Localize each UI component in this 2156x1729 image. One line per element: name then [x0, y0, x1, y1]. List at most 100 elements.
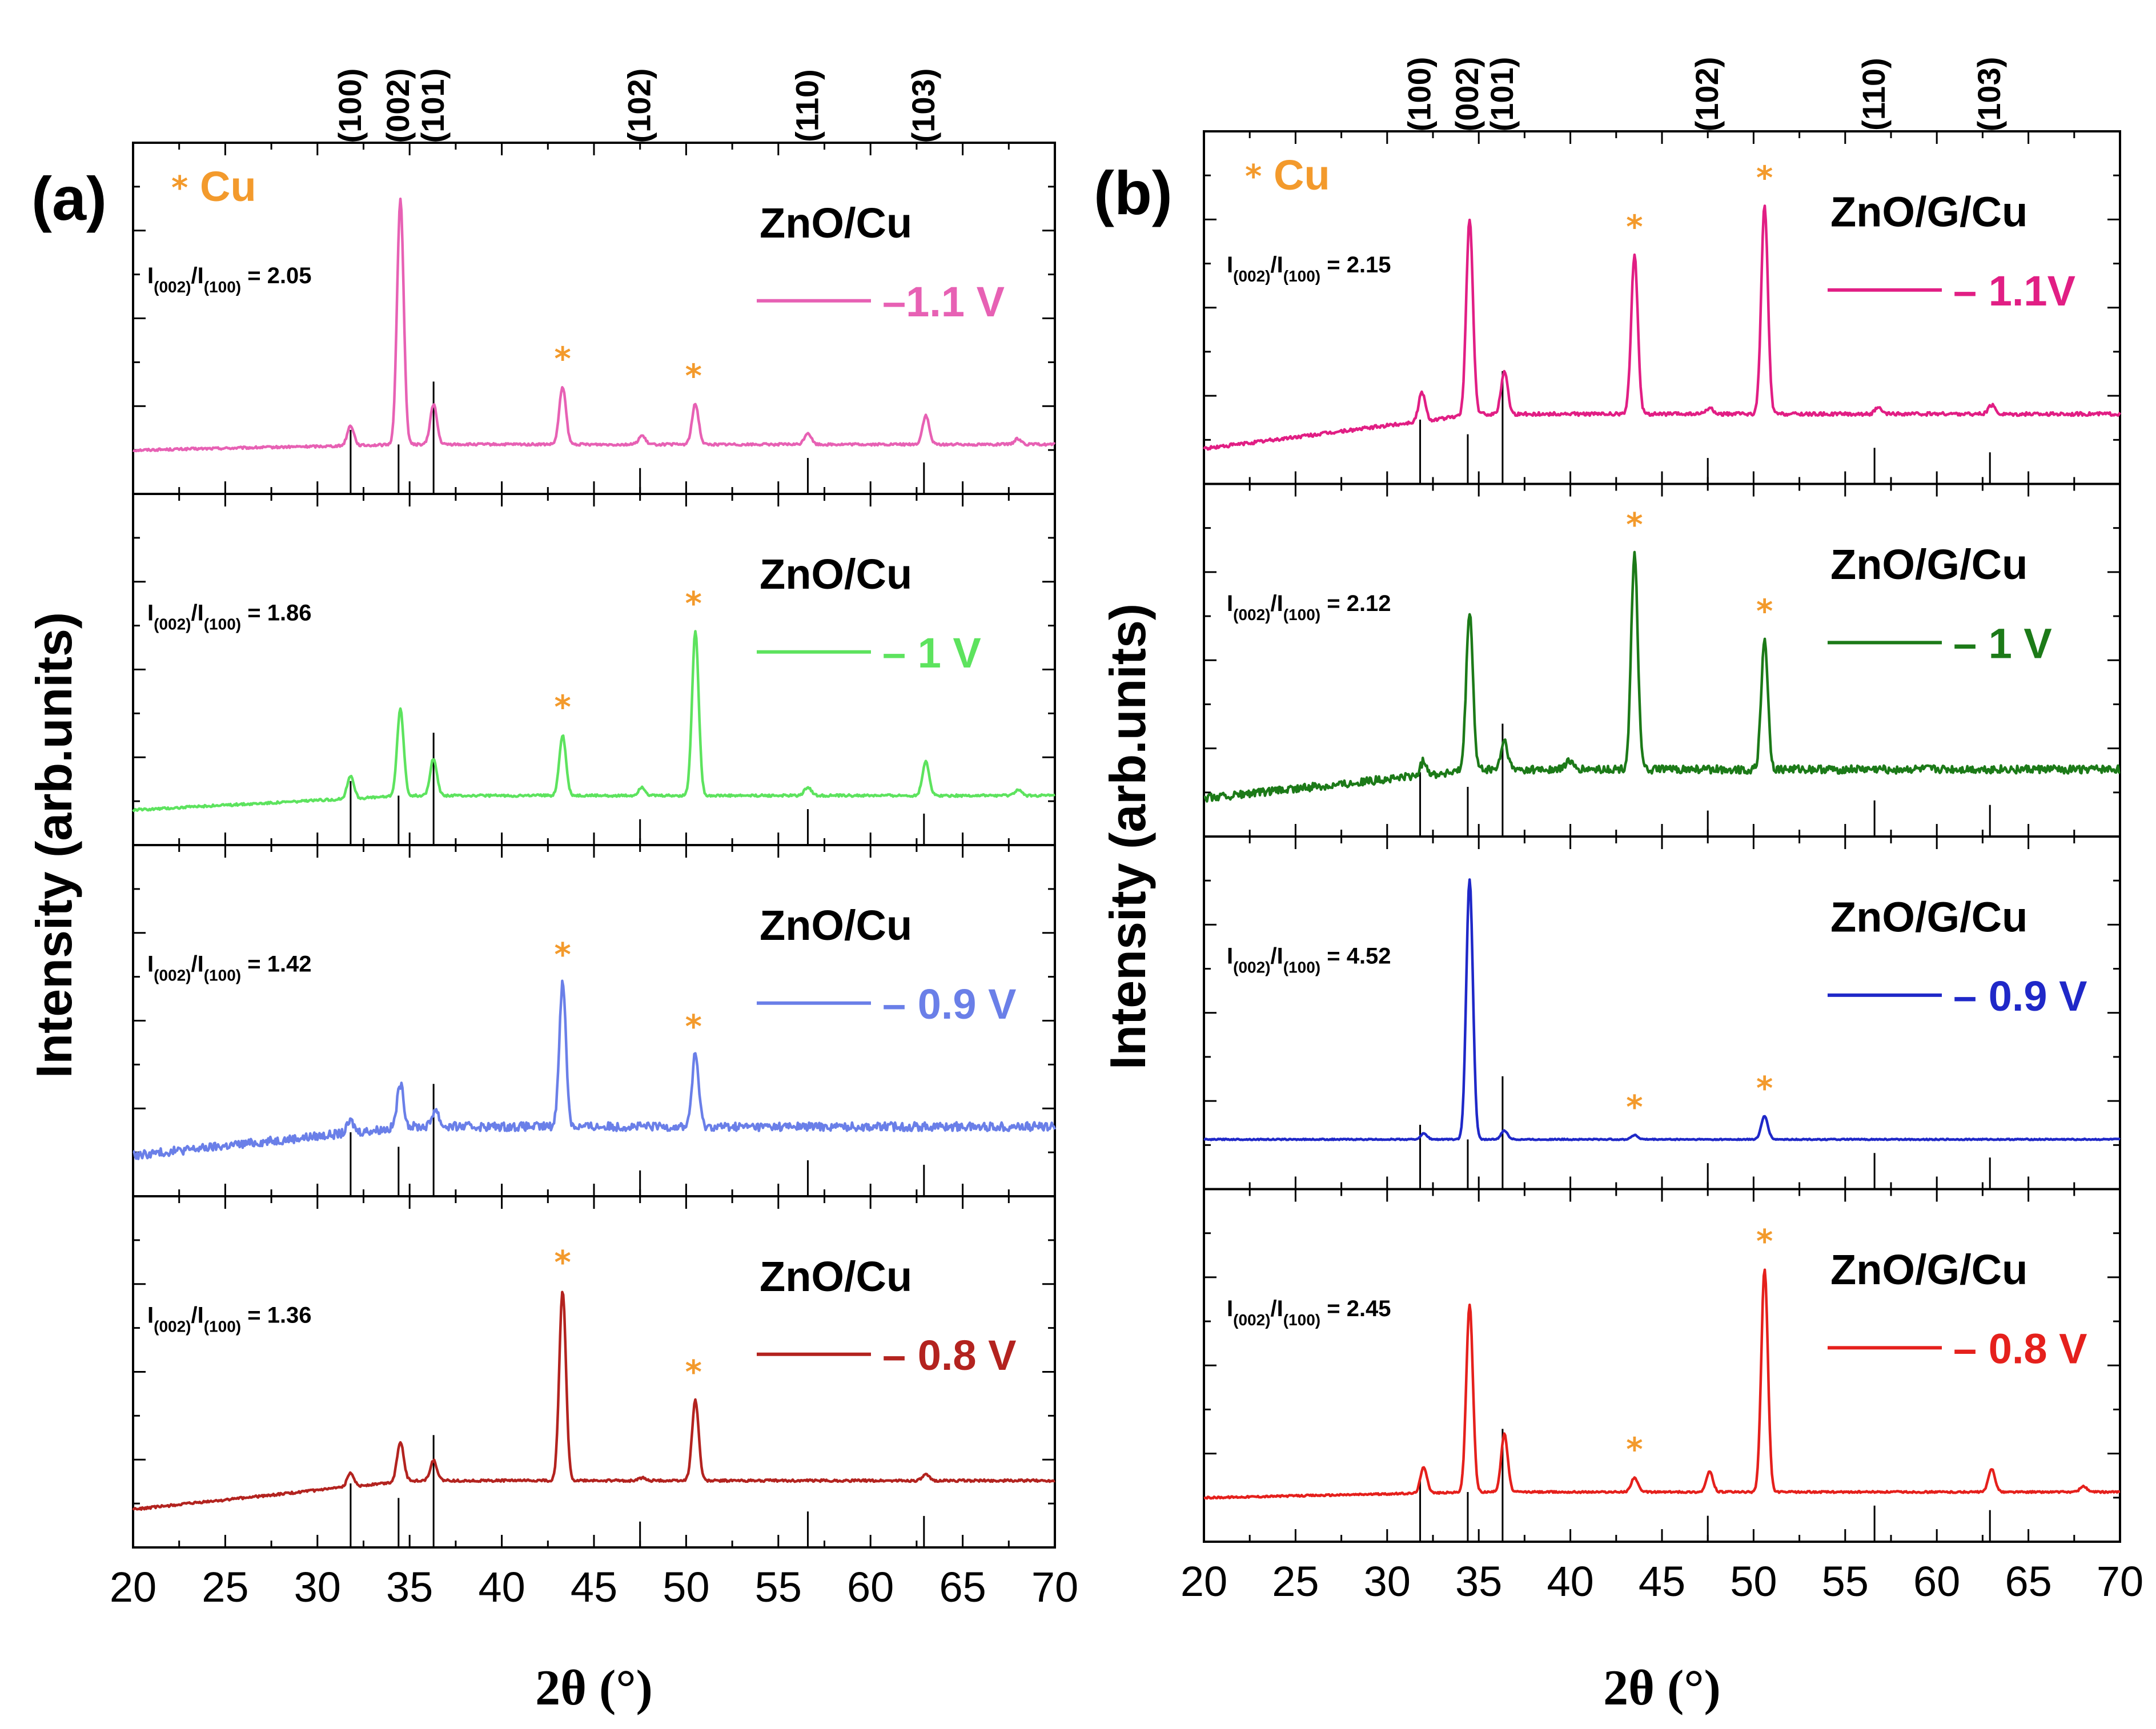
ratio-text: I — [1227, 252, 1233, 278]
ratio-text: = 4.52 — [1320, 943, 1391, 968]
sample-label: ZnO/G/Cu — [1830, 1246, 2027, 1293]
hkl-label-0: (100) — [332, 69, 368, 143]
ratio-text: = 2.12 — [1320, 591, 1391, 616]
ratio-subscript: (100) — [204, 615, 241, 633]
cu-star-marker: * — [1756, 159, 1773, 196]
ratio-subscript: (002) — [154, 966, 191, 984]
ratio-subscript: (100) — [204, 278, 241, 296]
voltage-label: – 1.1V — [1953, 267, 2075, 315]
ratio-text: /I — [1271, 943, 1283, 968]
cu-legend-star: * — [171, 170, 188, 207]
hkl-label-2: (101) — [415, 69, 451, 143]
x-tick-label: 20 — [110, 1563, 156, 1611]
hkl-label-5: (103) — [1971, 57, 2007, 132]
hkl-label-3: (102) — [621, 69, 657, 143]
cu-star-marker: * — [1756, 593, 1773, 630]
cu-star-marker: * — [1626, 1432, 1643, 1469]
x-tick-label: 50 — [1730, 1558, 1777, 1605]
ratio-subscript: (002) — [1233, 267, 1270, 285]
ratio-annotation: I(002)/I(100) = 2.12 — [1227, 591, 1391, 624]
x-axis-label: 2θ (°) — [535, 1660, 653, 1716]
x-tick-label: 35 — [1455, 1558, 1502, 1605]
x-tick-label: 25 — [1272, 1558, 1319, 1605]
ratio-text: = 2.45 — [1320, 1296, 1391, 1321]
ratio-annotation: I(002)/I(100) = 4.52 — [1227, 943, 1391, 976]
x-tick-label: 40 — [478, 1563, 525, 1611]
subplot-1: * * I(002)/I(100) = 2.12 ZnO/G/Cu – 1 V — [1203, 482, 2121, 838]
ratio-subscript: (100) — [204, 1317, 241, 1335]
ratio-text: /I — [191, 1302, 204, 1328]
ratio-text: = 1.42 — [241, 951, 311, 976]
spectrum-line — [1203, 550, 2121, 803]
ratio-annotation: I(002)/I(100) = 1.42 — [147, 951, 312, 984]
spectrum-line — [132, 1290, 1055, 1511]
sample-label: ZnO/Cu — [760, 550, 912, 598]
ratio-subscript: (100) — [1283, 605, 1320, 623]
spectrum-line — [133, 979, 1057, 1160]
ratio-annotation: I(002)/I(100) = 1.86 — [147, 600, 312, 633]
spectrum-line — [1203, 204, 2121, 451]
cu-star-marker: * — [1626, 506, 1643, 544]
subplot-3: * * I(002)/I(100) = 1.36 ZnO/Cu – 0.8 V — [132, 1195, 1056, 1549]
subplot-2: * * I(002)/I(100) = 4.52 ZnO/G/Cu – 0.9 V — [1203, 835, 2121, 1191]
sample-label: ZnO/Cu — [760, 199, 912, 247]
ratio-annotation: I(002)/I(100) = 2.05 — [147, 263, 312, 296]
ratio-subscript: (002) — [1233, 958, 1270, 976]
ratio-text: /I — [1271, 252, 1283, 278]
sample-label: ZnO/G/Cu — [1830, 541, 2027, 588]
ratio-text: /I — [191, 951, 204, 976]
cu-legend-label: Cu — [200, 163, 256, 210]
ratio-subscript: (002) — [154, 615, 191, 633]
subplot-1: * * I(002)/I(100) = 1.86 ZnO/Cu – 1 V — [132, 493, 1056, 846]
sample-label: ZnO/G/Cu — [1830, 188, 2027, 236]
ratio-subscript: (100) — [1283, 958, 1320, 976]
cu-star-marker: * — [685, 1354, 702, 1391]
ratio-annotation: I(002)/I(100) = 1.36 — [147, 1302, 312, 1335]
voltage-label: – 1 V — [1953, 620, 2052, 667]
cu-star-marker: * — [685, 1008, 702, 1046]
ratio-text: = 2.15 — [1320, 252, 1391, 278]
hkl-label-4: (110) — [1856, 58, 1892, 131]
hkl-label-3: (102) — [1689, 57, 1725, 132]
x-tick-label: 50 — [663, 1563, 709, 1611]
cu-star-marker: * — [685, 585, 702, 622]
x-tick-label: 25 — [202, 1563, 248, 1611]
voltage-label: – 0.9 V — [1953, 972, 2087, 1020]
cu-star-marker: * — [685, 358, 702, 395]
voltage-label: –1.1 V — [882, 278, 1005, 325]
ratio-subscript: (100) — [1283, 267, 1320, 285]
x-tick-label: 65 — [2005, 1558, 2051, 1605]
subplot-3: * * I(002)/I(100) = 2.45 ZnO/G/Cu – 0.8 V — [1203, 1188, 2121, 1543]
ratio-text: = 2.05 — [241, 263, 311, 288]
ratio-text: I — [147, 263, 154, 288]
sample-label: ZnO/Cu — [760, 902, 912, 949]
spectrum-line — [133, 197, 1056, 453]
cu-star-marker: * — [1756, 1070, 1773, 1107]
y-axis-label: Intensity (arb.units) — [1099, 604, 1156, 1070]
voltage-label: – 0.9 V — [882, 980, 1017, 1028]
x-tick-label: 35 — [386, 1563, 433, 1611]
x-tick-label: 55 — [755, 1563, 802, 1611]
hkl-label-2: (101) — [1484, 57, 1520, 132]
ratio-subscript: (002) — [1233, 1310, 1270, 1328]
ratio-text: /I — [191, 600, 204, 625]
y-axis-label: Intensity (arb.units) — [26, 612, 82, 1079]
x-tick-label: 70 — [2097, 1558, 2143, 1605]
ratio-subscript: (002) — [154, 278, 191, 296]
hkl-label-5: (103) — [905, 69, 941, 143]
voltage-label: – 0.8 V — [1953, 1325, 2087, 1372]
x-axis-label: 2θ (°) — [1603, 1660, 1721, 1716]
subplot-0: * * I(002)/I(100) = 2.05 ZnO/Cu –1.1 V * Cu — [132, 142, 1056, 495]
hkl-label-1: (002) — [1449, 57, 1485, 132]
cu-star-marker: * — [1756, 1223, 1773, 1260]
ratio-text: I — [1227, 943, 1233, 968]
voltage-label: – 1 V — [882, 629, 981, 677]
x-tick-label: 45 — [571, 1563, 617, 1611]
hkl-label-1: (002) — [380, 69, 416, 143]
spectrum-line — [1203, 1268, 2121, 1500]
ratio-subscript: (002) — [1233, 605, 1270, 623]
ratio-text: = 1.36 — [241, 1302, 311, 1328]
x-tick-label: 65 — [939, 1563, 986, 1611]
sample-label: ZnO/G/Cu — [1830, 894, 2027, 941]
hkl-label-0: (100) — [1402, 57, 1438, 132]
